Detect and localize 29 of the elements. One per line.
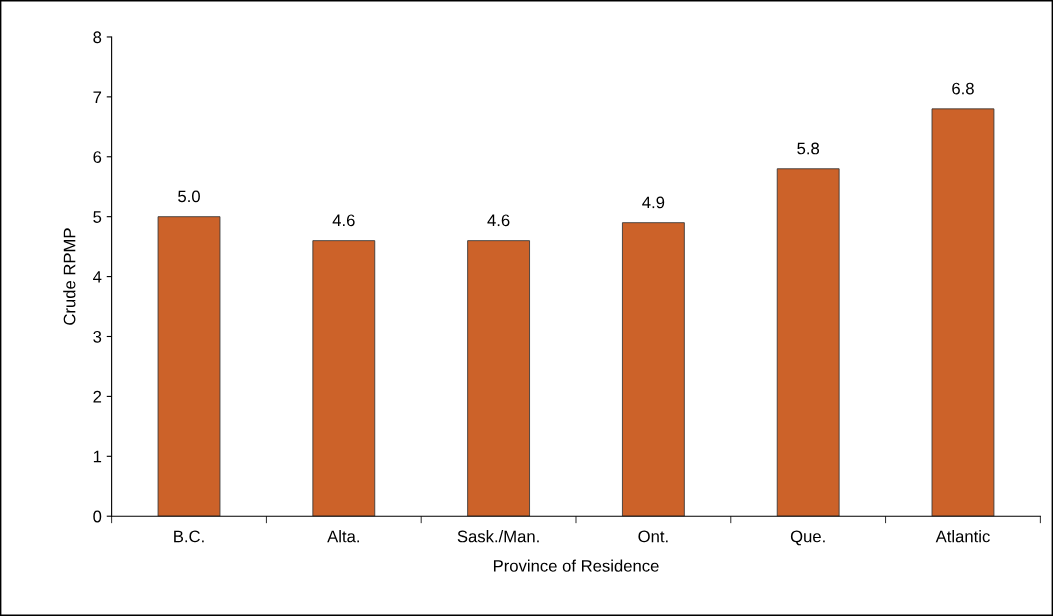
y-tick-label: 0	[93, 510, 102, 523]
y-axis-title: Crude RPMP	[63, 228, 76, 325]
bar	[622, 222, 685, 517]
y-tick-label: 4	[93, 271, 102, 283]
y-tick-label: 5	[93, 211, 102, 223]
x-tick-label: Que.	[790, 530, 825, 546]
bar	[776, 168, 840, 517]
x-tick-label: Atlantic	[935, 530, 990, 543]
y-tick-label: 2	[93, 390, 102, 403]
x-tick-label: Sask./Man.	[457, 530, 539, 543]
data-label: 4.9	[642, 196, 665, 209]
bar	[467, 240, 530, 517]
x-tick-label: Ont.	[638, 530, 668, 543]
y-tick-label: 8	[93, 31, 102, 44]
data-label: 5.0	[178, 190, 200, 203]
bar	[931, 108, 995, 517]
bar	[157, 216, 221, 517]
bar	[312, 240, 376, 517]
data-label: 4.6	[332, 214, 355, 227]
y-tick-label: 6	[93, 151, 102, 163]
x-tick-label: Alta.	[327, 530, 359, 543]
y-tick-label: 1	[93, 450, 102, 463]
data-label: 6.8	[952, 82, 974, 95]
y-tick-label: 7	[93, 91, 102, 103]
data-label: 5.8	[797, 142, 820, 155]
data-label: 4.6	[487, 214, 510, 227]
y-tick-label: 3	[93, 330, 102, 343]
x-tick-label: B.C.	[174, 530, 204, 543]
x-axis-title: Province of Residence	[493, 559, 659, 572]
